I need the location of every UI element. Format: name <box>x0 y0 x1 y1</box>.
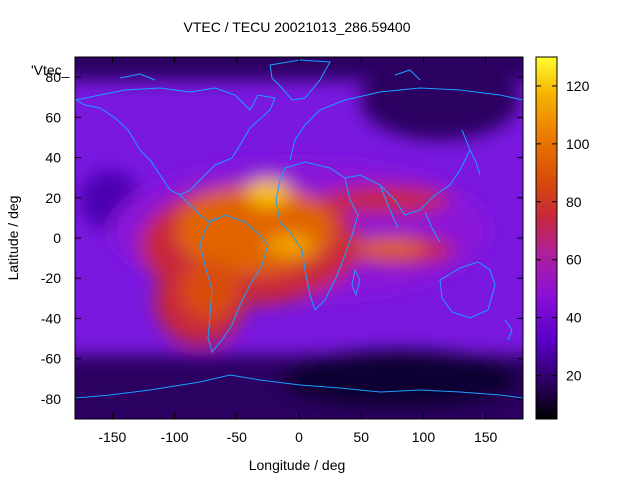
y-tick-label: -40 <box>41 310 61 326</box>
x-axis-ticks: -150 -100 -50 0 50 100 150 <box>98 57 498 445</box>
legend-key: 'Vtec_ <box>31 62 70 78</box>
y-tick-label: 0 <box>53 230 61 246</box>
colorbar-tick-label: 40 <box>566 310 582 326</box>
x-tick-label: -150 <box>98 429 126 445</box>
chart-title: VTEC / TECU 20021013_286.59400 <box>183 19 410 35</box>
x-tick-label: -50 <box>227 429 247 445</box>
y-axis-label: Latitude / deg <box>5 196 21 281</box>
x-tick-label: 150 <box>474 429 498 445</box>
colorbar-tick-label: 120 <box>566 78 590 94</box>
x-tick-label: 50 <box>353 429 369 445</box>
colorbar <box>535 56 558 420</box>
y-tick-label: 80 <box>45 69 61 85</box>
colorbar-tick-label: 100 <box>566 136 590 152</box>
y-tick-label: 40 <box>45 150 61 166</box>
y-tick-label: 20 <box>45 190 61 206</box>
colorbar-tick-label: 20 <box>566 368 582 384</box>
x-tick-label: -100 <box>161 429 189 445</box>
colorbar-ticks: 20 40 60 80 100 120 <box>536 78 590 384</box>
coastline-overlay <box>75 59 523 399</box>
y-tick-label: -80 <box>41 391 61 407</box>
colorbar-tick-label: 60 <box>566 252 582 268</box>
y-tick-label: -20 <box>41 270 61 286</box>
heatmap-plot-area <box>75 57 523 419</box>
x-tick-label: 0 <box>295 429 303 445</box>
colorbar-tick-label: 80 <box>566 194 582 210</box>
x-axis-label: Longitude / deg <box>249 457 346 473</box>
y-tick-label: -60 <box>41 351 61 367</box>
y-tick-label: 60 <box>45 109 61 125</box>
y-axis-ticks: -80 -60 -40 -20 0 20 40 60 80 <box>41 69 523 407</box>
x-tick-label: 100 <box>412 429 436 445</box>
